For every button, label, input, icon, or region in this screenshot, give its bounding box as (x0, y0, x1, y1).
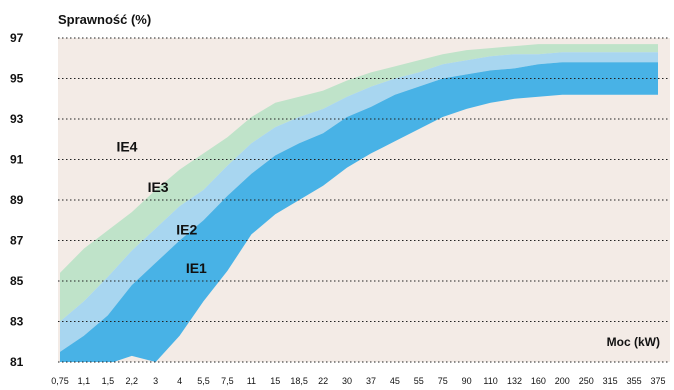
y-tick-label: 81 (10, 355, 24, 369)
x-tick-labels: 0,75 1,1 1,5 2,2 3 4 5,5 7,5 11 15 18,5 22 30 37 45 55 7… (51, 376, 665, 386)
x-tick-label: 55 (414, 376, 424, 386)
x-tick-label: 30 (342, 376, 352, 386)
x-tick-label: 75 (438, 376, 448, 386)
y-axis-title: Sprawność (%) (58, 12, 151, 27)
x-tick-label: 132 (507, 376, 522, 386)
x-tick-label: 315 (603, 376, 618, 386)
y-tick-labels: 97 95 93 91 89 87 85 83 81 (10, 31, 24, 369)
x-tick-label: 355 (627, 376, 642, 386)
x-tick-label: 1,1 (78, 376, 91, 386)
y-tick-label: 95 (10, 72, 24, 86)
x-tick-label: 15 (270, 376, 280, 386)
x-tick-label: 90 (462, 376, 472, 386)
x-tick-label: 1,5 (102, 376, 115, 386)
x-tick-label: 4 (177, 376, 182, 386)
x-tick-label: 200 (555, 376, 570, 386)
y-tick-label: 85 (10, 274, 24, 288)
y-tick-label: 97 (10, 31, 24, 45)
x-tick-label: 250 (579, 376, 594, 386)
band-label-ie1: IE1 (186, 260, 207, 276)
y-tick-label: 87 (10, 234, 24, 248)
band-label-ie4: IE4 (116, 138, 137, 154)
x-tick-label: 3 (153, 376, 158, 386)
y-tick-label: 89 (10, 193, 24, 207)
x-tick-label: 11 (247, 376, 256, 386)
y-tick-label: 83 (10, 315, 24, 329)
x-tick-label: 5,5 (197, 376, 210, 386)
band-ie4 (60, 44, 658, 322)
efficiency-bands (0, 44, 674, 390)
band-ie2 (60, 62, 658, 373)
band-label-ie2: IE2 (176, 221, 197, 237)
x-tick-label: 45 (390, 376, 400, 386)
x-tick-label: 37 (366, 376, 376, 386)
below-axis-mask (0, 362, 674, 390)
y-tick-label: 91 (10, 153, 24, 167)
x-tick-label: 7,5 (221, 376, 234, 386)
x-tick-label: 110 (483, 376, 497, 386)
band-labels: IE4 IE3 IE2 IE1 (116, 138, 207, 276)
x-tick-label: 375 (650, 376, 665, 386)
x-tick-label: 22 (318, 376, 328, 386)
x-tick-label: 18,5 (290, 376, 308, 386)
y-tick-label: 93 (10, 112, 24, 126)
x-tick-label: 2,2 (126, 376, 139, 386)
x-tick-label: 0,75 (51, 376, 69, 386)
x-axis-title: Moc (kW) (607, 335, 660, 349)
band-label-ie3: IE3 (148, 179, 169, 195)
x-tick-label: 160 (531, 376, 546, 386)
